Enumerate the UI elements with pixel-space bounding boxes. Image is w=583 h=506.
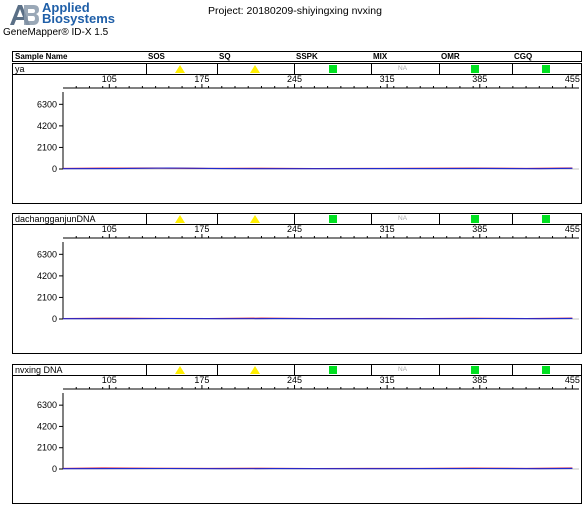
- col-cgq: CGQ: [514, 52, 533, 61]
- y-tick-label: 6300: [37, 400, 57, 410]
- x-tick-label: 455: [565, 375, 580, 385]
- cell-divider: [146, 64, 147, 74]
- y-tick-label: 4200: [37, 271, 57, 281]
- x-tick-label: 175: [194, 224, 209, 234]
- x-tick-label: 245: [287, 375, 302, 385]
- y-tick-label: 0: [52, 164, 57, 174]
- cell-divider: [371, 64, 372, 74]
- x-tick-label: 245: [287, 224, 302, 234]
- project-title: Project: 20180209-shiyingxing nvxing: [208, 5, 382, 17]
- col-sspk: SSPK: [296, 52, 318, 61]
- x-tick-label: 175: [194, 375, 209, 385]
- sample-panel-nvxing-dna: nvxing DNA NA 105 175 245 315 385 455 0 2100 420…: [12, 364, 582, 504]
- x-tick-label: 105: [102, 74, 117, 84]
- brand-name: Applied Biosystems: [42, 0, 115, 26]
- pass-square-icon: [542, 215, 550, 223]
- sample-row: dachangganjunDNA NA: [13, 214, 581, 225]
- sample-panel-dachangganjundna: dachangganjunDNA NA 105 175 245 315 385 455 0 2…: [12, 213, 582, 354]
- cell-divider: [146, 214, 147, 224]
- cell-divider: [371, 214, 372, 224]
- x-tick-label: 175: [194, 74, 209, 84]
- x-tick-label: 105: [102, 375, 117, 385]
- pass-square-icon: [329, 65, 337, 73]
- x-tick-label: 315: [380, 224, 395, 234]
- na-label: NA: [398, 215, 408, 222]
- y-tick-label: 2100: [37, 292, 57, 302]
- sample-name: nvxing DNA: [15, 365, 63, 375]
- y-tick-label: 2100: [37, 443, 57, 453]
- warning-triangle-icon: [250, 366, 260, 374]
- sample-row: nvxing DNA NA: [13, 365, 581, 376]
- x-tick-label: 315: [380, 74, 395, 84]
- y-tick-label: 2100: [37, 142, 57, 152]
- x-tick-label: 385: [472, 74, 487, 84]
- x-tick-label: 105: [102, 224, 117, 234]
- col-omr: OMR: [441, 52, 460, 61]
- cell-divider: [294, 365, 295, 375]
- warning-triangle-icon: [250, 65, 260, 73]
- pass-square-icon: [542, 366, 550, 374]
- cell-divider: [439, 214, 440, 224]
- electropherogram-plot: 105 175 245 315 385 455 0 2100 4200 6300: [37, 375, 580, 474]
- y-tick-label: 6300: [37, 249, 57, 259]
- applied-biosystems-logo: Applied Biosystems: [8, 0, 118, 27]
- electropherogram-plot: 105 175 245 315 385 455 0 2100 4200 6300: [37, 224, 580, 324]
- col-mix: MIX: [373, 52, 388, 61]
- cell-divider: [512, 214, 513, 224]
- y-tick-label: 0: [52, 314, 57, 324]
- sample-name: ya: [15, 64, 25, 74]
- sample-row: ya NA: [13, 64, 581, 75]
- trace-series-1: [62, 167, 573, 170]
- col-sq: SQ: [219, 52, 231, 61]
- y-tick-label: 6300: [37, 99, 57, 109]
- warning-triangle-icon: [175, 215, 185, 223]
- na-label: NA: [398, 366, 408, 373]
- cell-divider: [146, 365, 147, 375]
- electropherogram-plot: 105 175 245 315 385 455 0 2100 4200 6300: [37, 74, 580, 174]
- cell-divider: [512, 365, 513, 375]
- y-tick-label: 4200: [37, 421, 57, 431]
- na-label: NA: [398, 65, 408, 72]
- cell-divider: [439, 64, 440, 74]
- x-tick-label: 455: [565, 74, 580, 84]
- cell-divider: [439, 365, 440, 375]
- x-tick-label: 455: [565, 224, 580, 234]
- x-tick-label: 385: [472, 375, 487, 385]
- brand-line-2: Biosystems: [42, 11, 115, 26]
- x-tick-label: 315: [380, 375, 395, 385]
- pass-square-icon: [329, 215, 337, 223]
- cell-divider: [217, 365, 218, 375]
- cell-divider: [217, 64, 218, 74]
- pass-square-icon: [471, 366, 479, 374]
- brand-line-1: Applied: [42, 0, 90, 15]
- cell-divider: [371, 365, 372, 375]
- sample-panel-ya: ya NA 105 175 245 315 385 455 0 2100 4200 6300: [12, 63, 582, 204]
- warning-triangle-icon: [250, 215, 260, 223]
- y-tick-label: 4200: [37, 121, 57, 131]
- software-version: GeneMapper® ID-X 1.5: [3, 27, 109, 38]
- pass-square-icon: [471, 65, 479, 73]
- sample-name: dachangganjunDNA: [15, 214, 96, 224]
- cell-divider: [294, 214, 295, 224]
- sample-table-header: Sample Name SOS SQ SSPK MIX OMR CGQ: [12, 51, 582, 62]
- x-tick-label: 385: [472, 224, 487, 234]
- pass-square-icon: [542, 65, 550, 73]
- pass-square-icon: [471, 215, 479, 223]
- ab-logo-icon: [8, 3, 40, 27]
- cell-divider: [217, 214, 218, 224]
- cell-divider: [294, 64, 295, 74]
- cell-divider: [512, 64, 513, 74]
- warning-triangle-icon: [175, 366, 185, 374]
- pass-square-icon: [329, 366, 337, 374]
- warning-triangle-icon: [175, 65, 185, 73]
- col-sos: SOS: [148, 52, 165, 61]
- col-sample-name: Sample Name: [15, 52, 68, 61]
- x-tick-label: 245: [287, 74, 302, 84]
- y-tick-label: 0: [52, 464, 57, 474]
